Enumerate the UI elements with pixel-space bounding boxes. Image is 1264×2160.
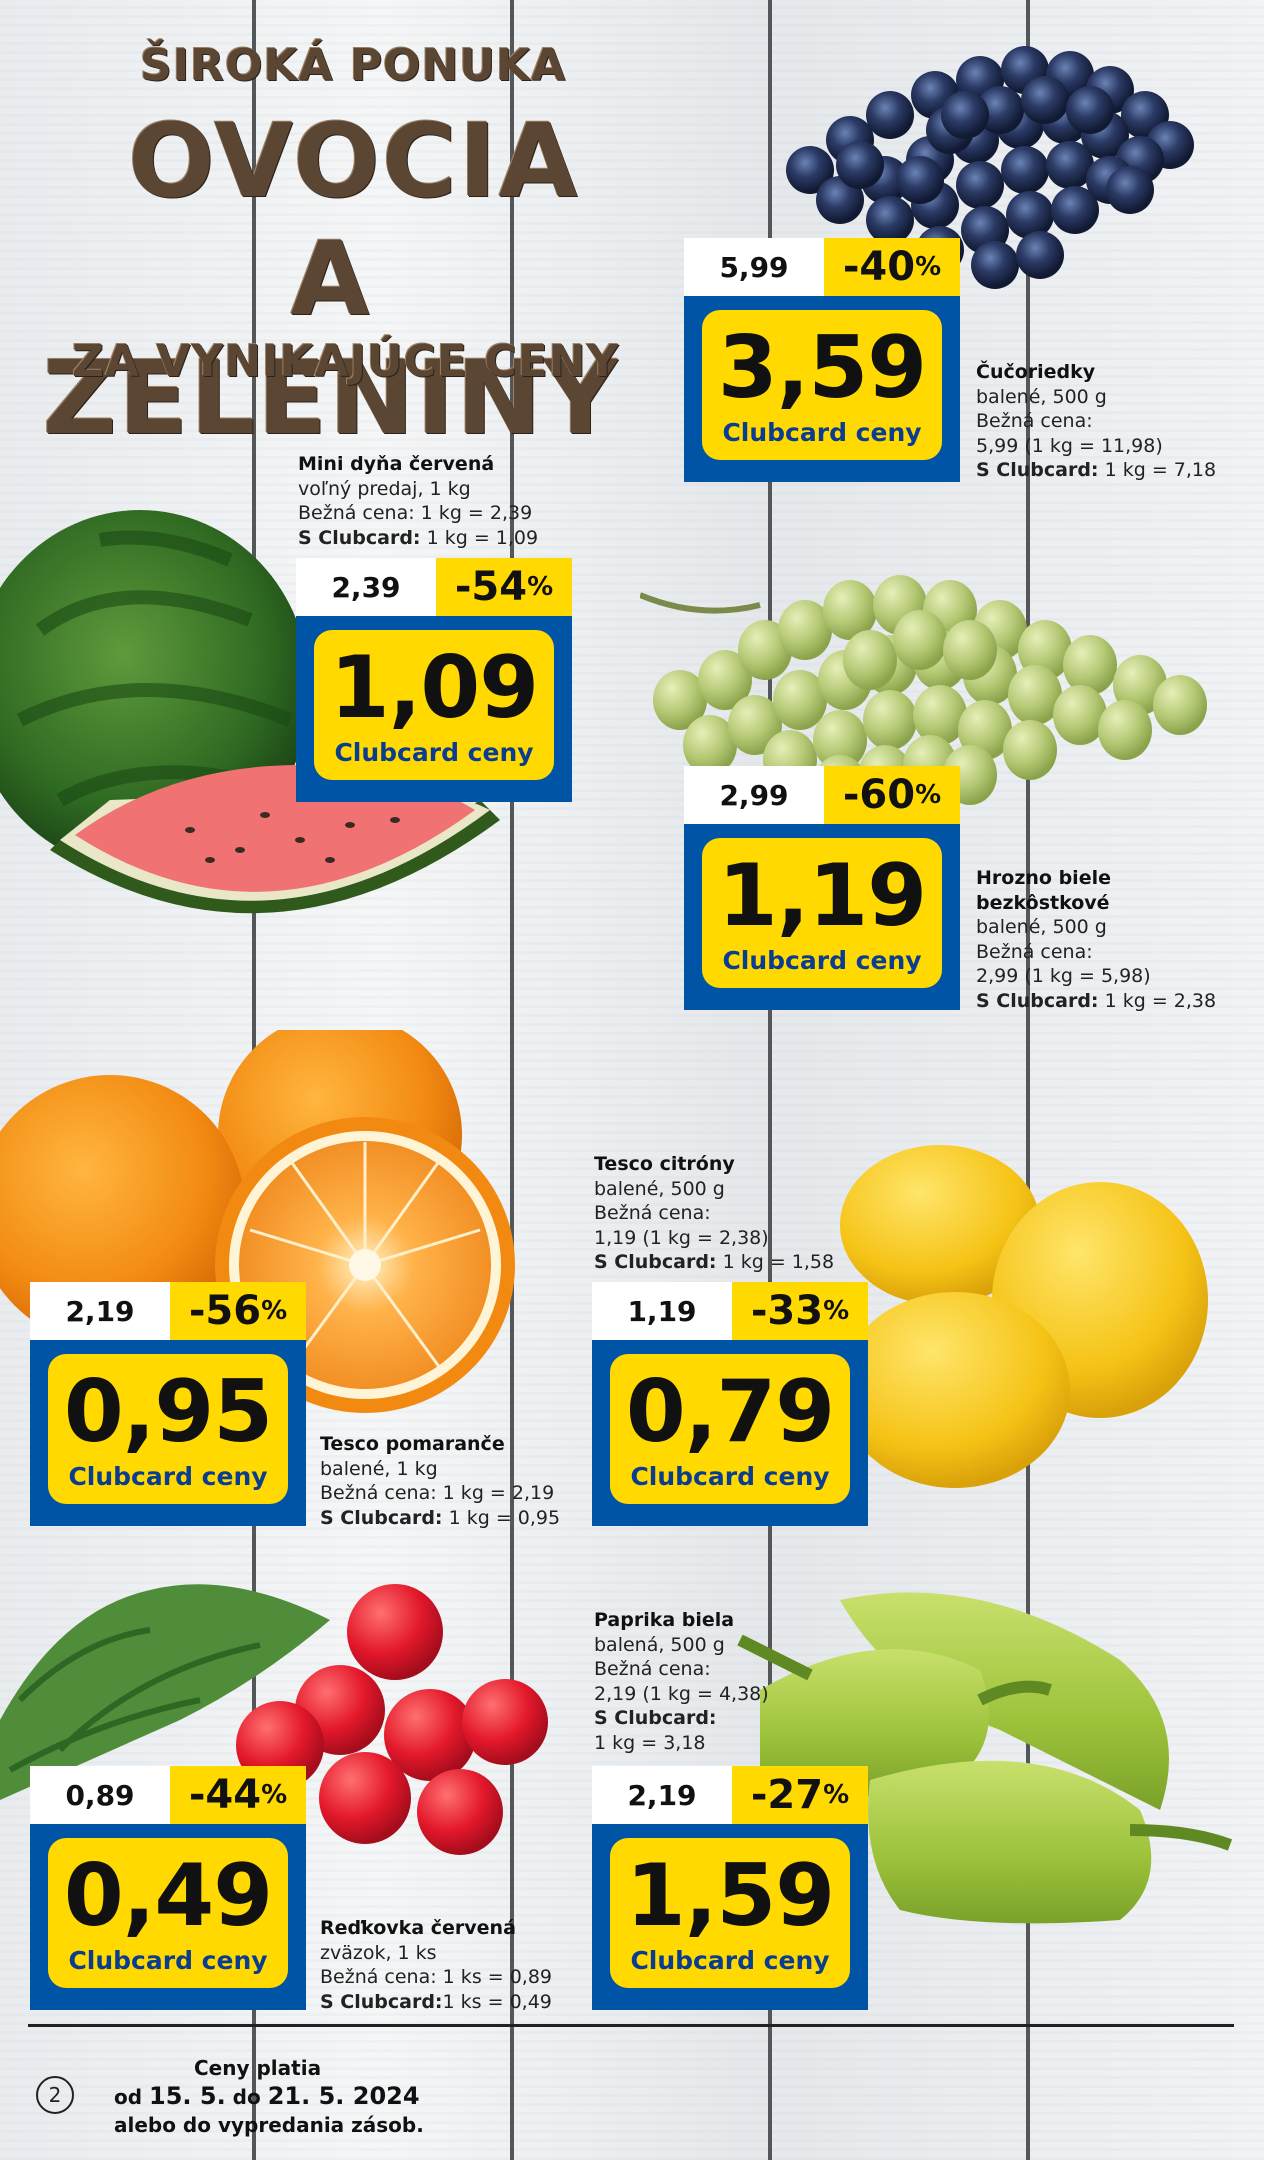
watermelon-image — [0, 510, 500, 914]
old-price: 0,89 — [30, 1766, 170, 1824]
headline-line-2: OVOCIA — [128, 102, 580, 221]
price-badge-radish: 0,89 -44% 0,49 Clubcard ceny — [30, 1766, 306, 2010]
product-info-blueberries: Čučoriedky balené, 500 g Bežná cena: 5,9… — [976, 361, 1217, 481]
discount: -33% — [732, 1282, 868, 1340]
lemons-image — [840, 1145, 1208, 1488]
product-info-pepper: Paprika biela balená, 500 g Bežná cena: … — [594, 1609, 769, 1754]
grapes-image — [640, 575, 1207, 810]
page-number: 2 — [36, 2076, 74, 2114]
clubcard-label: Clubcard ceny — [722, 418, 922, 447]
price-badge-pepper: 2,19 -27% 1,59 Clubcard ceny — [592, 1766, 868, 2010]
blueberries-image — [786, 46, 1194, 289]
product-info-radish: Reďkovka červená zväzok, 1 ks Bežná cena… — [320, 1917, 553, 2013]
headline-line-4: ZA VYNIKAJÚCE CENY — [72, 336, 620, 387]
discount: -56% — [170, 1282, 306, 1340]
price-badge-watermelon: 2,39 -54% 1,09 Clubcard ceny — [296, 558, 572, 802]
old-price: 2,39 — [296, 558, 436, 616]
product-name: Paprika biela — [594, 1609, 735, 1631]
price-badge-blueberries: 5,99 -40% 3,59 Clubcard ceny — [684, 238, 960, 482]
product-name: Čučoriedky — [976, 361, 1096, 383]
price-badge-lemons: 1,19 -33% 0,79 Clubcard ceny — [592, 1282, 868, 1526]
product-name: Tesco citróny — [594, 1153, 735, 1175]
product-info-grapes: Hrozno biele bezkôstkové balené, 500 g B… — [976, 867, 1217, 1012]
pepper-image — [737, 1592, 1233, 1924]
product-name: Mini dyňa červená — [298, 453, 495, 475]
discount: -27% — [732, 1766, 868, 1824]
clubcard-label: Clubcard ceny — [68, 1462, 268, 1491]
clubcard-label: Clubcard ceny — [334, 738, 534, 767]
clubcard-label: Clubcard ceny — [68, 1946, 268, 1975]
discount: -54% — [436, 558, 572, 616]
product-info-lemons: Tesco citróny balené, 500 g Bežná cena: … — [594, 1153, 835, 1273]
product-info-watermelon: Mini dyňa červená voľný predaj, 1 kg Bež… — [298, 453, 539, 549]
clubcard-label: Clubcard ceny — [722, 946, 922, 975]
price-badge-grapes: 2,99 -60% 1,19 Clubcard ceny — [684, 766, 960, 1010]
validity-note: Ceny platia od 15. 5. do 21. 5. 2024 ale… — [114, 2056, 424, 2137]
clubcard-label: Clubcard ceny — [630, 1946, 830, 1975]
product-info-oranges: Tesco pomaranče balené, 1 kg Bežná cena:… — [320, 1433, 561, 1529]
old-price: 5,99 — [684, 238, 824, 296]
old-price: 1,19 — [592, 1282, 732, 1340]
old-price: 2,19 — [592, 1766, 732, 1824]
clubcard-price: 0,79 — [625, 1362, 835, 1462]
headline-line-1: ŠIROKÁ PONUKA — [140, 40, 567, 91]
old-price: 2,99 — [684, 766, 824, 824]
clubcard-price: 1,19 — [717, 846, 927, 946]
discount: -44% — [170, 1766, 306, 1824]
clubcard-price: 1,09 — [329, 638, 539, 738]
discount: -60% — [824, 766, 960, 824]
clubcard-price: 0,95 — [63, 1362, 273, 1462]
headline-line-3: A ZELENINY — [42, 220, 620, 458]
product-name: Tesco pomaranče — [320, 1433, 505, 1455]
clubcard-price: 0,49 — [63, 1846, 273, 1946]
product-name: Hrozno biele — [976, 867, 1111, 889]
price-badge-oranges: 2,19 -56% 0,95 Clubcard ceny — [30, 1282, 306, 1526]
old-price: 2,19 — [30, 1282, 170, 1340]
footer-divider — [28, 2024, 1234, 2027]
clubcard-label: Clubcard ceny — [630, 1462, 830, 1491]
product-name: Reďkovka červená — [320, 1917, 516, 1939]
clubcard-price: 3,59 — [717, 318, 927, 418]
radish-image — [0, 1584, 548, 1855]
clubcard-price: 1,59 — [625, 1846, 835, 1946]
discount: -40% — [824, 238, 960, 296]
